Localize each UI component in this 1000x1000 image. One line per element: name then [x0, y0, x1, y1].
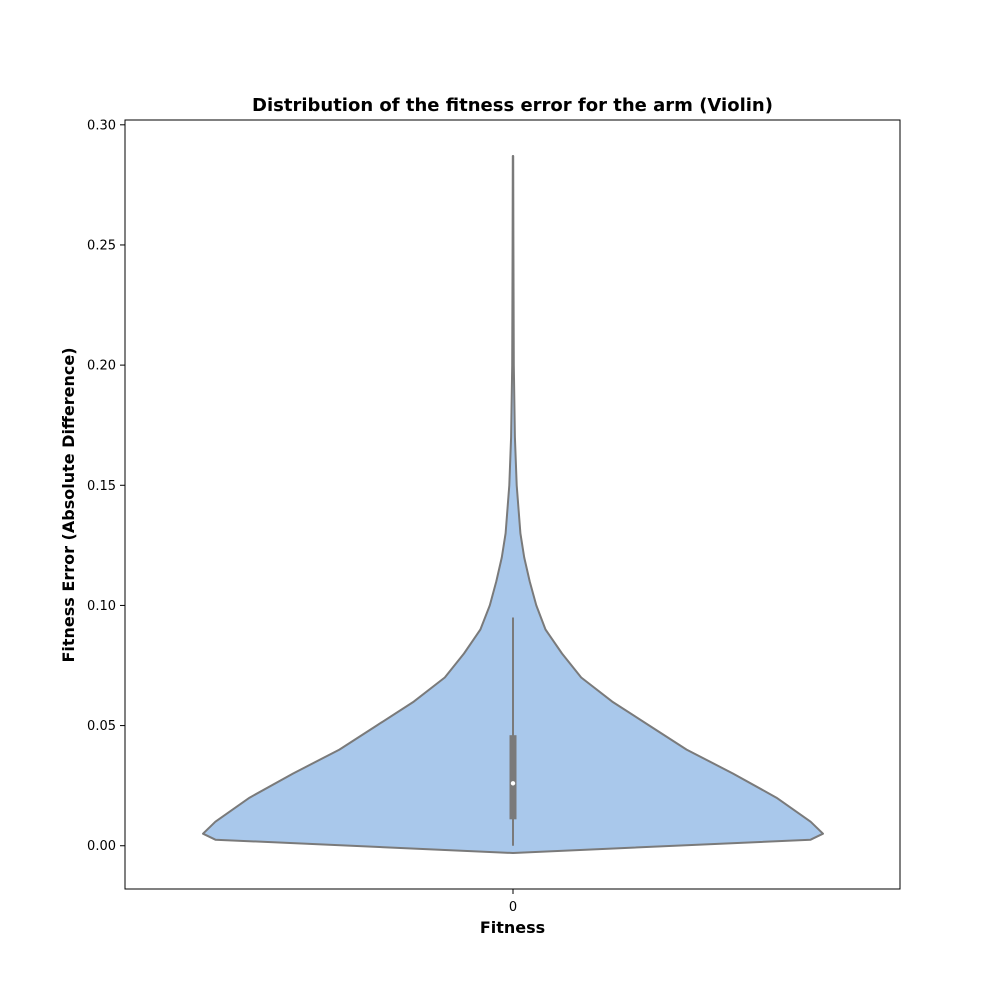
violin-body	[202, 155, 824, 854]
x-axis: 0	[509, 889, 517, 915]
y-tick-label: 0.30	[87, 118, 116, 133]
y-axis-label: Fitness Error (Absolute Difference)	[59, 347, 78, 662]
x-tick-label: 0	[509, 900, 517, 915]
y-axis: 0.00 0.05 0.10 0.15 0.20 0.25 0.30	[87, 118, 125, 854]
y-tick-label: 0.10	[87, 599, 116, 614]
interquartile-box	[509, 735, 517, 820]
y-tick-label: 0.05	[87, 719, 116, 734]
violin-layer	[202, 155, 824, 854]
y-tick-label: 0.20	[87, 359, 116, 374]
y-tick-label: 0.00	[87, 839, 116, 854]
y-tick-label: 0.25	[87, 238, 116, 253]
y-tick-label: 0.15	[87, 479, 116, 494]
chart-title: Distribution of the fitness error for th…	[252, 95, 773, 116]
median-marker	[510, 781, 516, 786]
x-axis-label: Fitness	[480, 918, 545, 937]
